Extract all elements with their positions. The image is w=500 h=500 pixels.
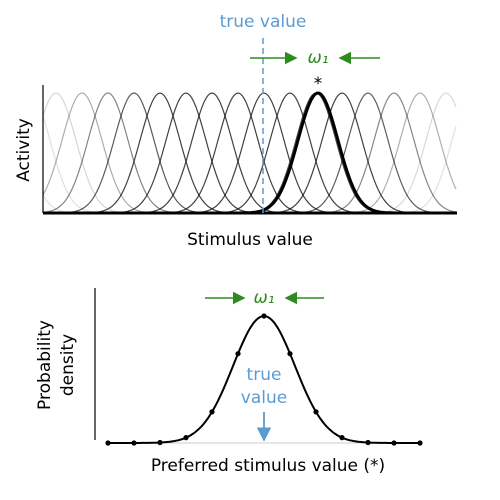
y-label: Activity — [14, 118, 34, 182]
tuning-curve — [190, 92, 390, 214]
tuning-curve — [112, 92, 312, 214]
top-panel: true value ω₁ * Activity Stimulus value — [14, 12, 457, 250]
tuning-curve — [268, 92, 456, 214]
bottom-panel: ω₁ true value Probability density Prefer… — [35, 288, 423, 476]
y-label: density — [58, 334, 78, 396]
highlighted-curve — [43, 91, 457, 215]
tuning-curve — [216, 92, 416, 214]
density-point — [209, 409, 215, 415]
y-label: Probability — [35, 320, 55, 410]
density-point — [313, 409, 319, 415]
true-value-label: value — [241, 388, 287, 408]
density-point — [105, 440, 111, 446]
x-label: Stimulus value — [187, 230, 313, 250]
tuning-curve — [60, 92, 260, 214]
density-point — [183, 435, 189, 441]
width-label: ω₁ — [307, 48, 328, 68]
density-point — [287, 351, 293, 357]
tuning-curve — [346, 92, 457, 214]
peak-marker: * — [314, 74, 323, 94]
density-curve — [105, 313, 423, 446]
true-value-label: true value — [220, 12, 307, 32]
x-label: Preferred stimulus value (*) — [151, 456, 385, 476]
density-point — [391, 440, 397, 446]
true-value-label: true — [247, 365, 282, 385]
tuning-curve — [164, 92, 364, 214]
density-point — [417, 440, 423, 446]
density-point — [365, 439, 371, 446]
density-point — [131, 440, 137, 446]
density-point — [235, 351, 241, 357]
density-point — [157, 439, 163, 446]
tuning-curve — [86, 92, 286, 214]
tuning-curve — [42, 92, 155, 214]
tuning-curve — [43, 92, 233, 214]
tuning-curves — [42, 91, 457, 215]
tuning-curve — [42, 92, 181, 214]
density-point — [339, 435, 345, 441]
width-label: ω₁ — [253, 288, 274, 308]
density-point — [261, 313, 267, 319]
